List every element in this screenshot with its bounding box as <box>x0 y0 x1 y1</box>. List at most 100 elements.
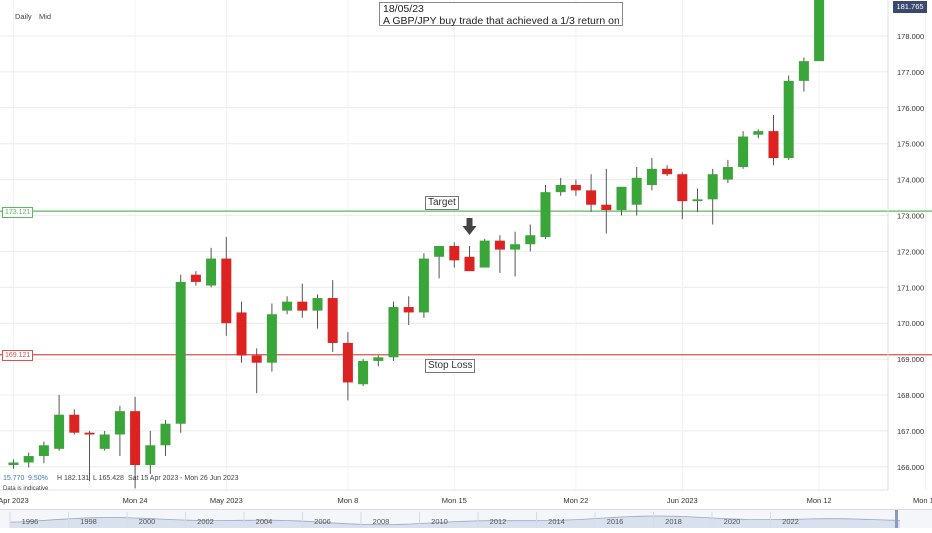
candle-body-bear <box>601 204 612 211</box>
candle-body-bear <box>236 312 247 356</box>
x-tick-label: Mon 22 <box>563 496 588 505</box>
candle-body-bear <box>662 168 673 175</box>
stop-loss-value-label: 169.121 <box>2 350 34 361</box>
candle-body-bull <box>434 246 445 257</box>
price-type-toggle[interactable]: Mid <box>39 12 52 21</box>
candle <box>266 303 277 372</box>
candle <box>601 168 612 234</box>
candle <box>114 405 125 457</box>
annotation-box: 18/05/23 A GBP/JPY buy trade that achiev… <box>379 2 623 26</box>
navigator-handle <box>895 510 898 528</box>
y-tick-label: 176.000 <box>897 104 924 113</box>
candle <box>99 430 110 451</box>
candle <box>662 165 673 177</box>
x-tick-label: Mon 15 <box>442 496 467 505</box>
navigator-year-label: 2000 <box>139 517 156 526</box>
candle-body-bull <box>145 445 156 466</box>
candle <box>722 159 733 184</box>
candle-body-bull <box>312 298 323 311</box>
navigator-year-label: 2008 <box>373 517 390 526</box>
y-tick-label: 178.000 <box>897 32 924 41</box>
y-tick-label: 174.000 <box>897 176 924 185</box>
candle <box>403 296 414 325</box>
candle <box>814 0 825 62</box>
candle-body-bear <box>297 301 308 311</box>
candle <box>342 332 353 401</box>
candle <box>221 237 232 336</box>
navigator-year-label: 2022 <box>782 517 799 526</box>
candle <box>707 168 718 225</box>
candle <box>479 238 490 268</box>
candle-body-bull <box>738 136 749 168</box>
candle <box>449 242 460 268</box>
candle <box>570 179 581 196</box>
navigator-year-label: 2018 <box>665 517 682 526</box>
navigator-year-label: 2020 <box>724 517 741 526</box>
candle <box>616 186 627 216</box>
candle-body-bull <box>753 131 764 135</box>
entry-marker <box>462 218 477 235</box>
candle <box>510 231 521 277</box>
annotation-date: 18/05/23 <box>383 4 424 15</box>
candle-body-bull <box>631 177 642 205</box>
stop-loss-tag: Stop Loss <box>425 359 476 373</box>
candle <box>236 301 247 363</box>
candle <box>38 441 49 464</box>
navigator-year-label: 2014 <box>548 517 565 526</box>
candle-body-bull <box>206 258 217 286</box>
low-value: L 165.428 <box>93 475 124 482</box>
candle-body-bull <box>8 462 19 466</box>
navigator-year-label: 2002 <box>197 517 214 526</box>
candle-body-bull <box>479 240 490 268</box>
candle-body-bull <box>616 186 627 211</box>
navigator-year-label: 2012 <box>490 517 507 526</box>
candle <box>8 459 19 469</box>
candle-body-bull <box>160 423 171 446</box>
candle-body-bull <box>510 244 521 250</box>
candle <box>434 246 445 279</box>
x-tick-label: May 2023 <box>210 496 243 505</box>
candle-body-bull <box>540 192 551 238</box>
candle-body-bull <box>692 199 703 202</box>
x-tick-label: Jun 2023 <box>667 496 698 505</box>
current-price-label: 181.765 <box>893 1 927 13</box>
candle-body-bull <box>54 414 65 449</box>
candle-body-bull <box>722 167 733 180</box>
candle-body-bear <box>494 240 505 250</box>
y-tick-label: 169.000 <box>897 355 924 364</box>
candle-body-bull <box>388 307 399 358</box>
candle <box>418 253 429 318</box>
annotation-text: A GBP/JPY buy trade that achieved a 1/3 … <box>383 15 619 27</box>
candle <box>373 355 384 367</box>
candle <box>282 296 293 315</box>
candle <box>525 224 536 252</box>
candle <box>555 177 566 196</box>
candle <box>388 301 399 361</box>
x-tick-label: Mon 19 <box>913 496 932 505</box>
candle-body-bull <box>783 80 794 159</box>
candle <box>190 271 201 286</box>
navigator-year-label: 2010 <box>431 517 448 526</box>
candle-body-bear <box>69 414 80 433</box>
arrow-down-icon <box>466 218 473 226</box>
candle <box>738 131 749 169</box>
candle <box>358 359 369 387</box>
candle-body-bull <box>23 456 34 463</box>
period-toggle[interactable]: Daily <box>15 12 32 21</box>
candle-body-bear <box>130 411 141 466</box>
candle-body-bear <box>403 307 414 313</box>
candle <box>677 172 688 220</box>
y-tick-label: 172.000 <box>897 247 924 256</box>
candle <box>464 246 475 272</box>
x-tick-label: Mon 8 <box>337 496 358 505</box>
candle <box>798 57 809 92</box>
candle <box>646 158 657 191</box>
candle-body-bear <box>327 298 338 343</box>
candle-body-bull <box>175 281 186 424</box>
x-tick-label: Apr 2023 <box>0 496 29 505</box>
change-value: 15.770 <box>3 475 25 482</box>
candle-body-bull <box>38 445 49 457</box>
y-tick-label: 170.000 <box>897 319 924 328</box>
